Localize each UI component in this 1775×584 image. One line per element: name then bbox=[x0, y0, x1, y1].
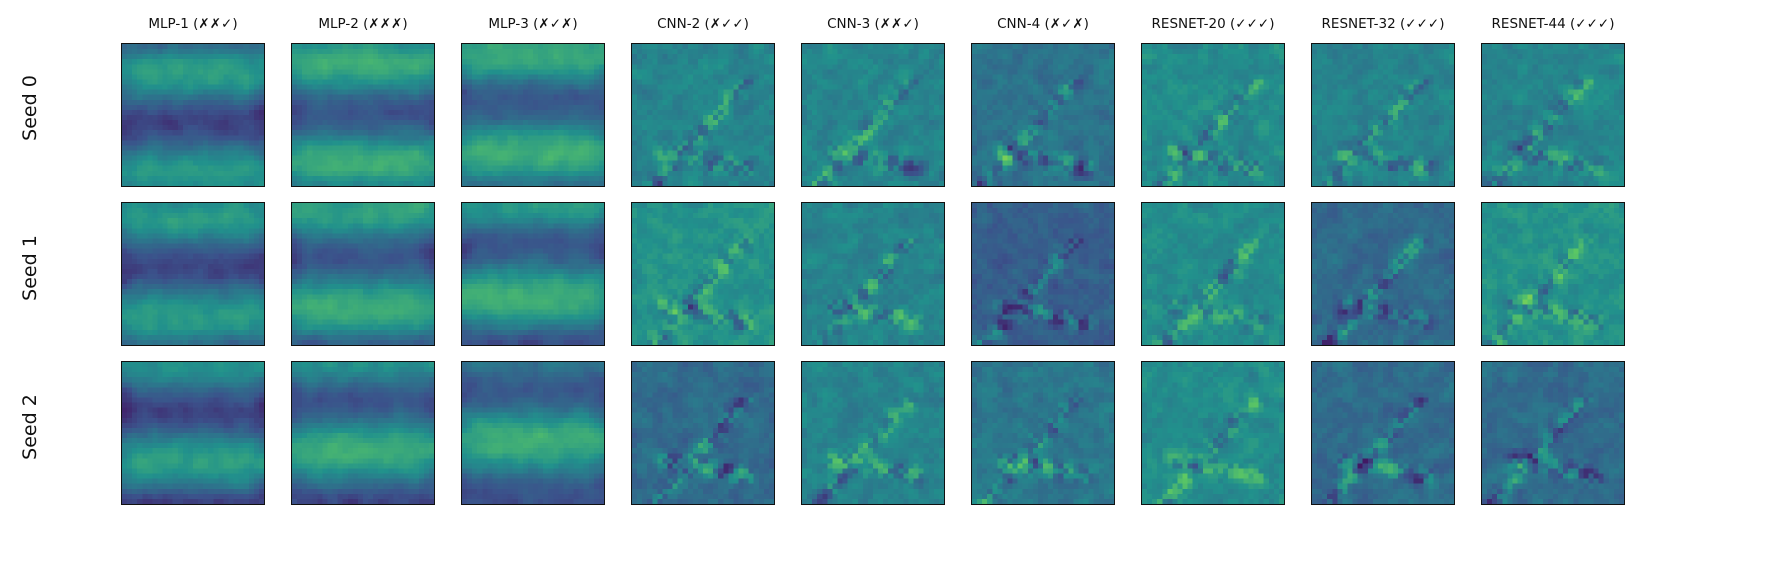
heatmap-image bbox=[122, 44, 264, 186]
heatmap-image bbox=[292, 362, 434, 504]
column-title: CNN-2 (✗✓✓) bbox=[657, 16, 749, 32]
column-title: RESNET-44 (✓✓✓) bbox=[1491, 16, 1615, 32]
heatmap-panel bbox=[971, 361, 1115, 505]
heatmap-panel bbox=[1481, 361, 1625, 505]
heatmap-image bbox=[292, 44, 434, 186]
heatmap-image bbox=[462, 203, 604, 345]
column-title: MLP-3 (✗✓✗) bbox=[488, 16, 578, 32]
heatmap-image bbox=[1142, 44, 1284, 186]
heatmap-image bbox=[462, 44, 604, 186]
heatmap-panel bbox=[461, 43, 605, 187]
column-title: RESNET-32 (✓✓✓) bbox=[1321, 16, 1445, 32]
row-label: Seed 2 bbox=[19, 394, 41, 460]
heatmap-panel bbox=[1481, 43, 1625, 187]
heatmap-panel bbox=[801, 202, 945, 346]
column-title: MLP-2 (✗✗✗) bbox=[318, 16, 408, 32]
row-label: Seed 0 bbox=[19, 75, 41, 141]
heatmap-panel bbox=[1141, 202, 1285, 346]
heatmap-image bbox=[1312, 203, 1454, 345]
heatmap-image bbox=[462, 362, 604, 504]
heatmap-image bbox=[1482, 203, 1624, 345]
heatmap-image bbox=[802, 203, 944, 345]
heatmap-panel bbox=[121, 43, 265, 187]
heatmap-panel bbox=[631, 43, 775, 187]
column-title: CNN-4 (✗✓✗) bbox=[997, 16, 1089, 32]
heatmap-image bbox=[972, 362, 1114, 504]
column-title: RESNET-20 (✓✓✓) bbox=[1151, 16, 1275, 32]
heatmap-image bbox=[1482, 44, 1624, 186]
heatmap-panel bbox=[121, 361, 265, 505]
heatmap-panel bbox=[291, 202, 435, 346]
heatmap-panel bbox=[461, 361, 605, 505]
heatmap-panel bbox=[631, 202, 775, 346]
heatmap-panel bbox=[1311, 361, 1455, 505]
row-label: Seed 1 bbox=[19, 235, 41, 301]
heatmap-panel bbox=[1481, 202, 1625, 346]
heatmap-image bbox=[972, 44, 1114, 186]
heatmap-panel bbox=[631, 361, 775, 505]
heatmap-image bbox=[632, 203, 774, 345]
heatmap-image bbox=[1312, 44, 1454, 186]
heatmap-image bbox=[1142, 362, 1284, 504]
heatmap-panel bbox=[291, 43, 435, 187]
heatmap-panel bbox=[971, 43, 1115, 187]
heatmap-image bbox=[802, 44, 944, 186]
heatmap-panel bbox=[291, 361, 435, 505]
heatmap-panel bbox=[801, 361, 945, 505]
heatmap-image bbox=[632, 44, 774, 186]
heatmap-panel bbox=[121, 202, 265, 346]
heatmap-image bbox=[972, 203, 1114, 345]
heatmap-panel bbox=[801, 43, 945, 187]
column-title: MLP-1 (✗✗✓) bbox=[148, 16, 238, 32]
heatmap-panel bbox=[971, 202, 1115, 346]
heatmap-image bbox=[1142, 203, 1284, 345]
column-title: CNN-3 (✗✗✓) bbox=[827, 16, 919, 32]
heatmap-panel bbox=[1311, 202, 1455, 346]
heatmap-image bbox=[122, 362, 264, 504]
heatmap-image bbox=[122, 203, 264, 345]
heatmap-image bbox=[632, 362, 774, 504]
heatmap-panel bbox=[1141, 43, 1285, 187]
heatmap-image bbox=[1482, 362, 1624, 504]
heatmap-image bbox=[802, 362, 944, 504]
heatmap-panel bbox=[461, 202, 605, 346]
heatmap-panel bbox=[1141, 361, 1285, 505]
heatmap-image bbox=[292, 203, 434, 345]
heatmap-image bbox=[1312, 362, 1454, 504]
heatmap-panel bbox=[1311, 43, 1455, 187]
